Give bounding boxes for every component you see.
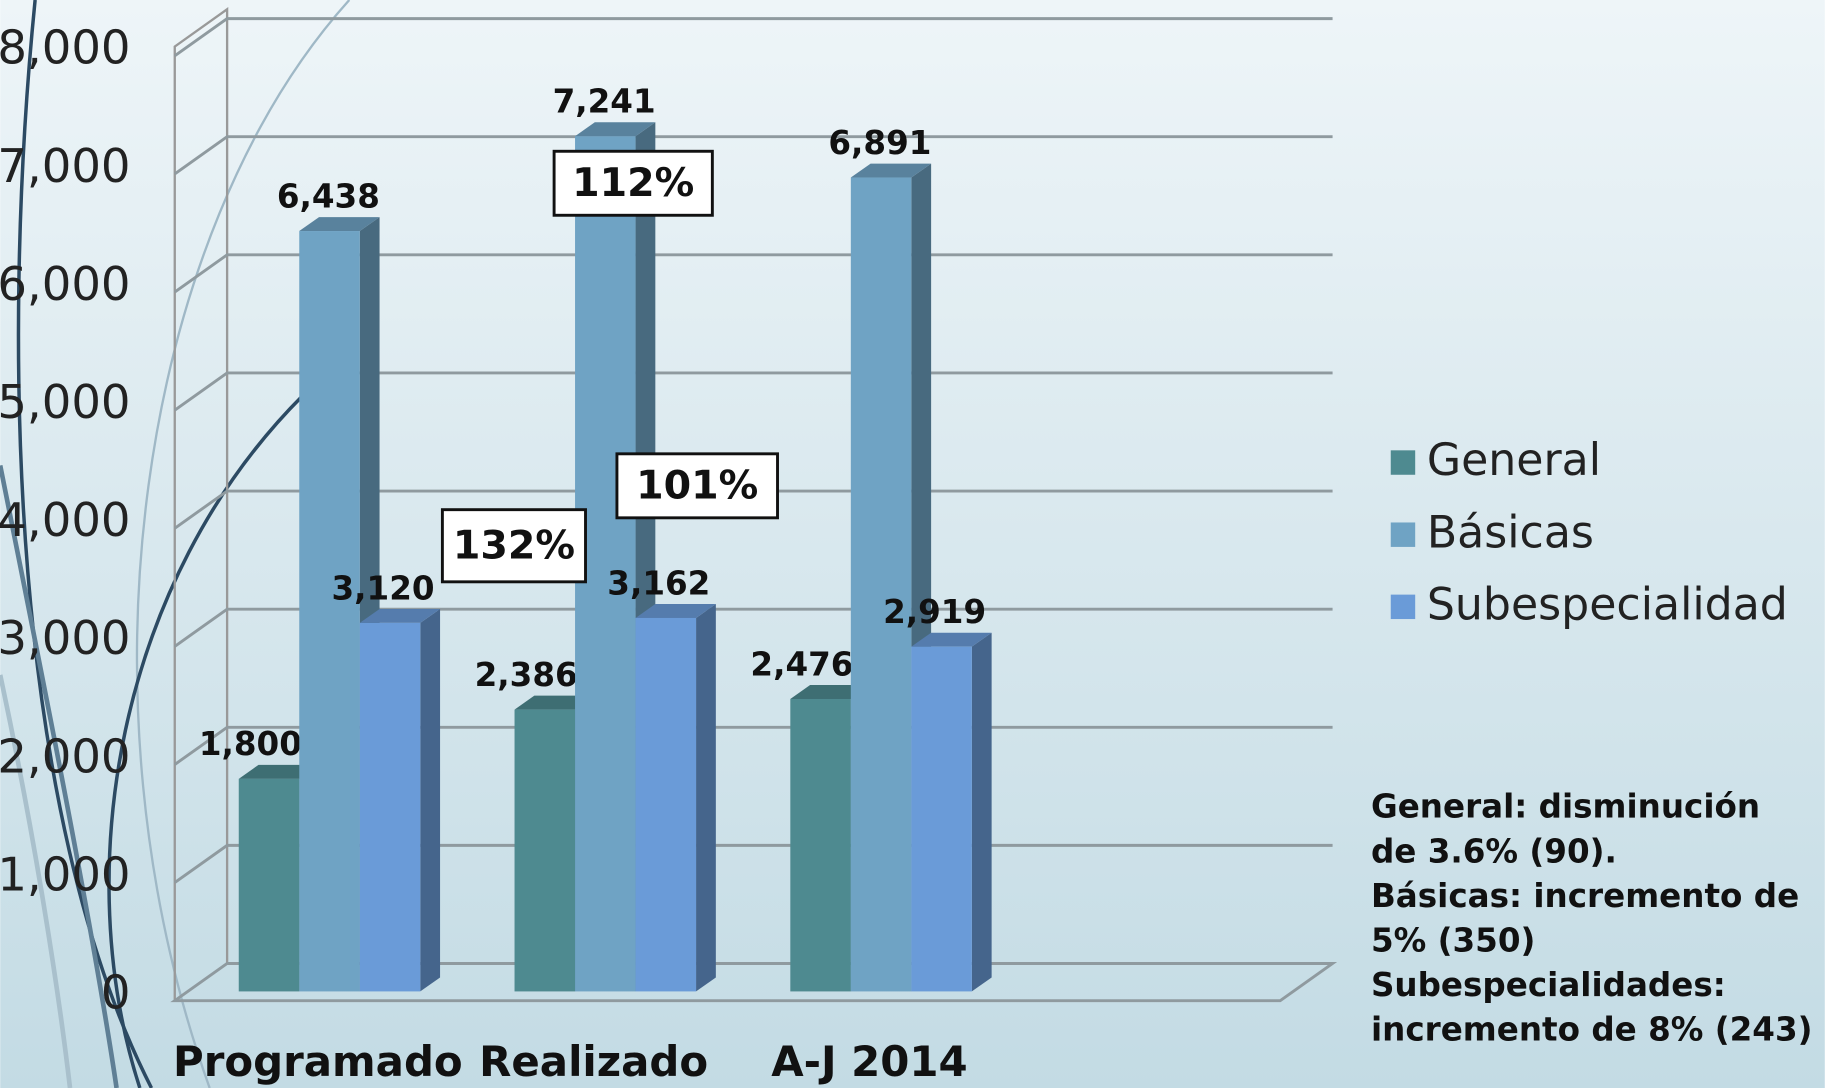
note-line: de 3.6% (90).	[1371, 832, 1617, 870]
annotation: 101%	[636, 463, 758, 509]
legend-swatch	[1390, 450, 1416, 475]
bar-top	[514, 695, 595, 710]
y-tick-label: 2,000	[0, 729, 131, 783]
back-wall	[173, 7, 229, 1001]
bar	[299, 231, 360, 992]
x-tick-label: Realizado	[479, 1037, 708, 1086]
annotation: 132%	[453, 523, 575, 569]
y-tick-label: 0	[101, 966, 131, 1020]
note-line: incremento de 8% (243)	[1371, 1011, 1813, 1049]
bar-side	[420, 608, 441, 992]
grid-line	[173, 371, 1333, 412]
note-line: 5% (350)	[1371, 921, 1535, 959]
bar	[850, 177, 912, 992]
bar-top	[635, 603, 716, 618]
legend-label: Subespecialidad	[1427, 579, 1788, 630]
annotation-box	[440, 508, 587, 584]
annotation: 112%	[572, 160, 694, 206]
bar-top	[911, 632, 992, 647]
y-tick-label: 7,000	[0, 139, 131, 193]
bar-side	[696, 603, 716, 992]
note-line: Básicas: incremento de	[1371, 877, 1799, 915]
x-tick-label: A-J 2014	[771, 1037, 968, 1086]
value-label: 3,162	[607, 564, 710, 602]
y-tick-label: 6,000	[0, 257, 131, 311]
grid-line	[173, 607, 1333, 648]
bar	[514, 709, 576, 992]
bar	[790, 698, 851, 992]
y-tick-label: 1,000	[0, 847, 131, 901]
decoration	[0, 0, 351, 1088]
y-tick-label: 3,000	[0, 611, 131, 665]
value-label: 6,891	[828, 124, 931, 162]
bar	[238, 778, 300, 992]
value-label: 3,120	[332, 569, 435, 607]
grid-line	[173, 17, 1333, 58]
bar-side	[971, 632, 992, 992]
bar	[911, 646, 972, 992]
legend-label: Básicas	[1427, 507, 1594, 558]
y-tick-label: 4,000	[0, 493, 131, 547]
x-tick-label: Programado	[173, 1037, 463, 1086]
grid-line	[173, 489, 1333, 530]
legend-swatch	[1390, 594, 1416, 620]
bar-top	[359, 608, 441, 623]
legend-label: General	[1427, 435, 1601, 486]
value-label: 2,919	[883, 593, 986, 631]
value-label: 2,476	[750, 645, 853, 683]
note-line: General: disminución	[1371, 788, 1760, 826]
bar	[635, 617, 697, 992]
bar-top	[850, 163, 932, 178]
note-line: Subespecialidades:	[1371, 966, 1726, 1004]
bar-top	[575, 122, 656, 137]
bar	[359, 622, 421, 992]
annotation-box	[615, 452, 779, 520]
annotation-box	[552, 149, 714, 217]
grid-line	[170, 962, 1338, 1003]
grid-line	[173, 135, 1333, 176]
bar-top	[238, 764, 320, 779]
bar-top	[790, 685, 871, 699]
legend-swatch	[1390, 522, 1416, 547]
value-label: 1,800	[199, 725, 302, 763]
value-label: 2,386	[475, 656, 578, 694]
grid-line	[173, 253, 1333, 294]
value-label: 7,241	[553, 83, 656, 121]
value-label: 6,438	[277, 177, 380, 215]
bar-top	[299, 217, 380, 232]
y-tick-label: 8,000	[0, 21, 131, 75]
y-tick-label: 5,000	[0, 375, 131, 429]
